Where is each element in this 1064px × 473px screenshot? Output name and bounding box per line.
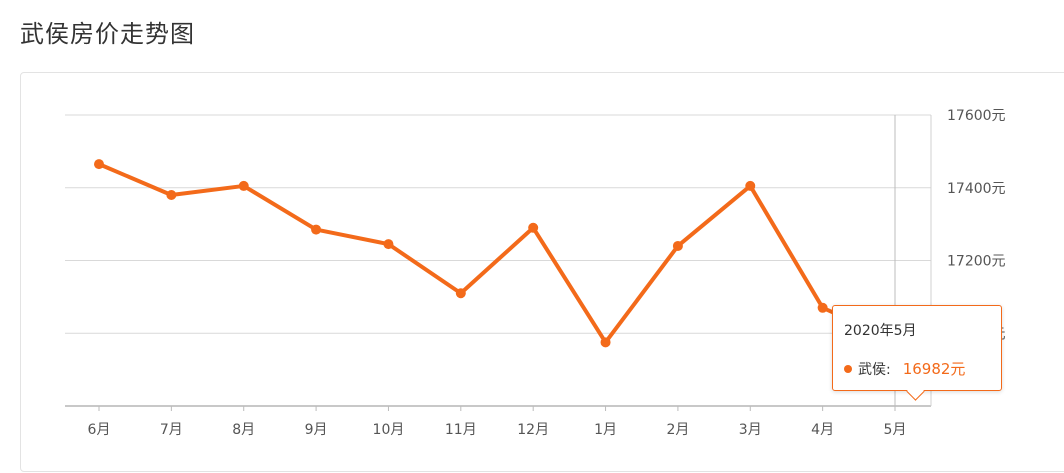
tooltip-series-label: 武侯:: [858, 362, 891, 378]
x-tick-label: 10月: [373, 422, 405, 438]
data-point: [311, 224, 322, 235]
y-tick-label: 17600元: [947, 108, 1006, 124]
data-point: [455, 288, 466, 299]
x-tick-label: 1月: [594, 422, 617, 438]
y-tick-label: 17400元: [947, 181, 1006, 197]
x-tick-label: 2月: [666, 422, 689, 438]
y-tick-label: 17200元: [947, 254, 1006, 270]
data-point: [745, 180, 756, 191]
data-point: [166, 190, 177, 201]
data-point: [600, 337, 611, 348]
x-tick-label: 9月: [305, 422, 328, 438]
x-tick-label: 7月: [160, 422, 183, 438]
x-tick-label: 11月: [445, 422, 477, 438]
x-tick-label: 3月: [739, 422, 762, 438]
x-tick-label: 12月: [517, 422, 549, 438]
data-point: [94, 159, 104, 170]
chart-tooltip: 2020年5月 武侯: 16982元: [832, 305, 1002, 401]
tooltip-value: 16982元: [902, 360, 966, 378]
price-trend-chart: 17000元17200元17400元17600元6月7月8月9月10月11月12…: [65, 108, 1006, 438]
x-tick-label: 6月: [88, 422, 111, 438]
data-point: [817, 302, 828, 313]
chart-card: 17000元17200元17400元17600元6月7月8月9月10月11月12…: [20, 72, 1064, 472]
x-tick-label: 5月: [884, 422, 907, 438]
data-point: [528, 222, 539, 233]
series-color-dot-icon: [844, 365, 852, 373]
x-tick-label: 4月: [811, 422, 834, 438]
series-line: [97, 162, 897, 345]
data-point: [672, 240, 683, 251]
page-title: 武侯房价走势图: [20, 20, 195, 48]
data-point: [383, 239, 394, 250]
x-tick-label: 8月: [232, 422, 255, 438]
tooltip-row: 武侯: 16982元: [844, 358, 965, 379]
tooltip-title: 2020年5月: [844, 323, 917, 339]
data-point: [238, 180, 249, 191]
